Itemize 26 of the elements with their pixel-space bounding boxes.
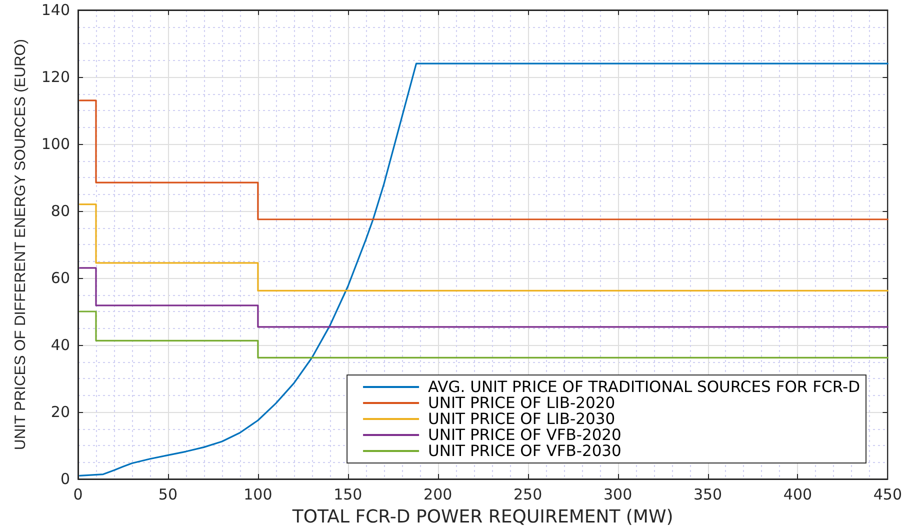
x-tick-label: 350 (693, 486, 722, 504)
x-tick-label: 250 (514, 486, 542, 504)
x-axis-title: TOTAL FCR-D POWER REQUIREMENT (MW) (291, 506, 674, 528)
y-tick-label: 0 (60, 470, 70, 488)
legend-label: UNIT PRICE OF LIB-2030 (428, 410, 616, 428)
x-tick-label: 0 (73, 486, 83, 504)
y-tick-label: 120 (41, 68, 70, 86)
legend-label: UNIT PRICE OF VFB-2020 (428, 426, 622, 444)
y-tick-label: 40 (50, 336, 70, 354)
x-tick-label: 200 (424, 486, 452, 504)
x-tick-label: 450 (873, 486, 902, 504)
x-tick-label: 300 (603, 486, 632, 504)
line-series (79, 62, 888, 476)
x-tick-label: 50 (158, 486, 178, 504)
y-tick-label: 20 (50, 403, 70, 421)
y-tick-label: 60 (50, 269, 70, 287)
x-tick-label: 100 (244, 486, 272, 504)
y-tick-label: 100 (41, 135, 70, 153)
legend-label: UNIT PRICE OF VFB-2030 (428, 442, 622, 460)
y-tick-label: 80 (50, 202, 70, 220)
y-axis-title: UNIT PRICES OF DIFFERENT ENERGY SOURCES (EURO) (12, 39, 29, 450)
legend-label: AVG. UNIT PRICE OF TRADITIONAL SOURCES FOR FCR-D (428, 378, 860, 396)
y-tick-label: 140 (41, 1, 70, 19)
x-tick-label: 150 (334, 486, 362, 504)
legend-label: UNIT PRICE OF LIB-2020 (428, 394, 616, 412)
x-tick-label: 400 (783, 486, 812, 504)
